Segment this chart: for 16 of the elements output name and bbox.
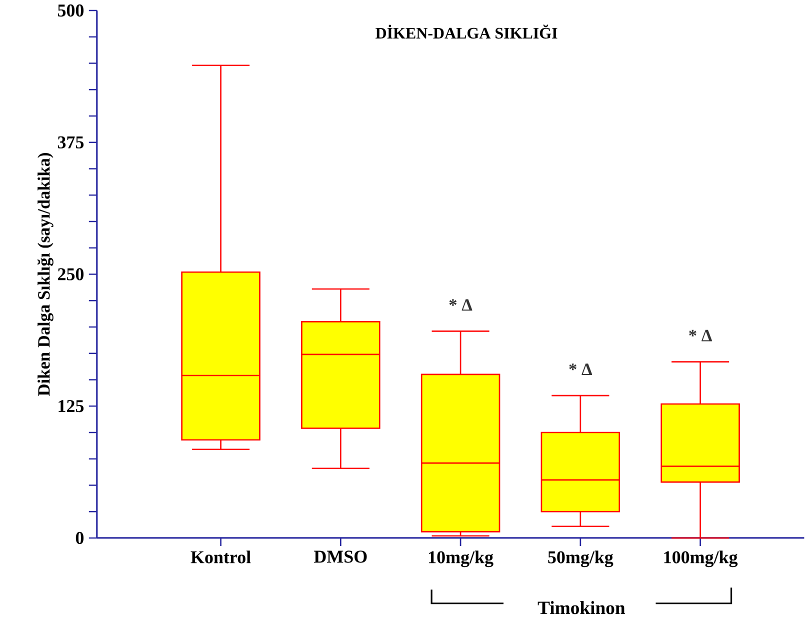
x-tick-label: 10mg/kg	[429, 550, 494, 568]
x-tick-label: DMSO	[314, 550, 367, 563]
y-tick-label: 125	[58, 400, 84, 412]
annotation: * Δ	[569, 364, 592, 376]
y-tick-label: 500	[58, 4, 84, 17]
y-tick-label: 250	[58, 268, 84, 280]
x-tick-label: 50mg/kg	[548, 550, 614, 568]
text: DİKEN-DALGA SIKLIĞI	[376, 24, 558, 39]
x-tick-label: 100mg/kg	[664, 550, 738, 568]
y-tick-label: 375	[58, 136, 84, 148]
x-tick-label: Kontrol	[190, 550, 251, 564]
y-axis-title: Diken Dalga Sıklığı (sayı/dakika)	[37, 153, 54, 396]
text: Timokinon	[538, 601, 626, 614]
y-tick-label: 0	[76, 532, 84, 544]
annotation: * Δ	[689, 330, 712, 342]
annotation: * Δ	[449, 299, 472, 311]
